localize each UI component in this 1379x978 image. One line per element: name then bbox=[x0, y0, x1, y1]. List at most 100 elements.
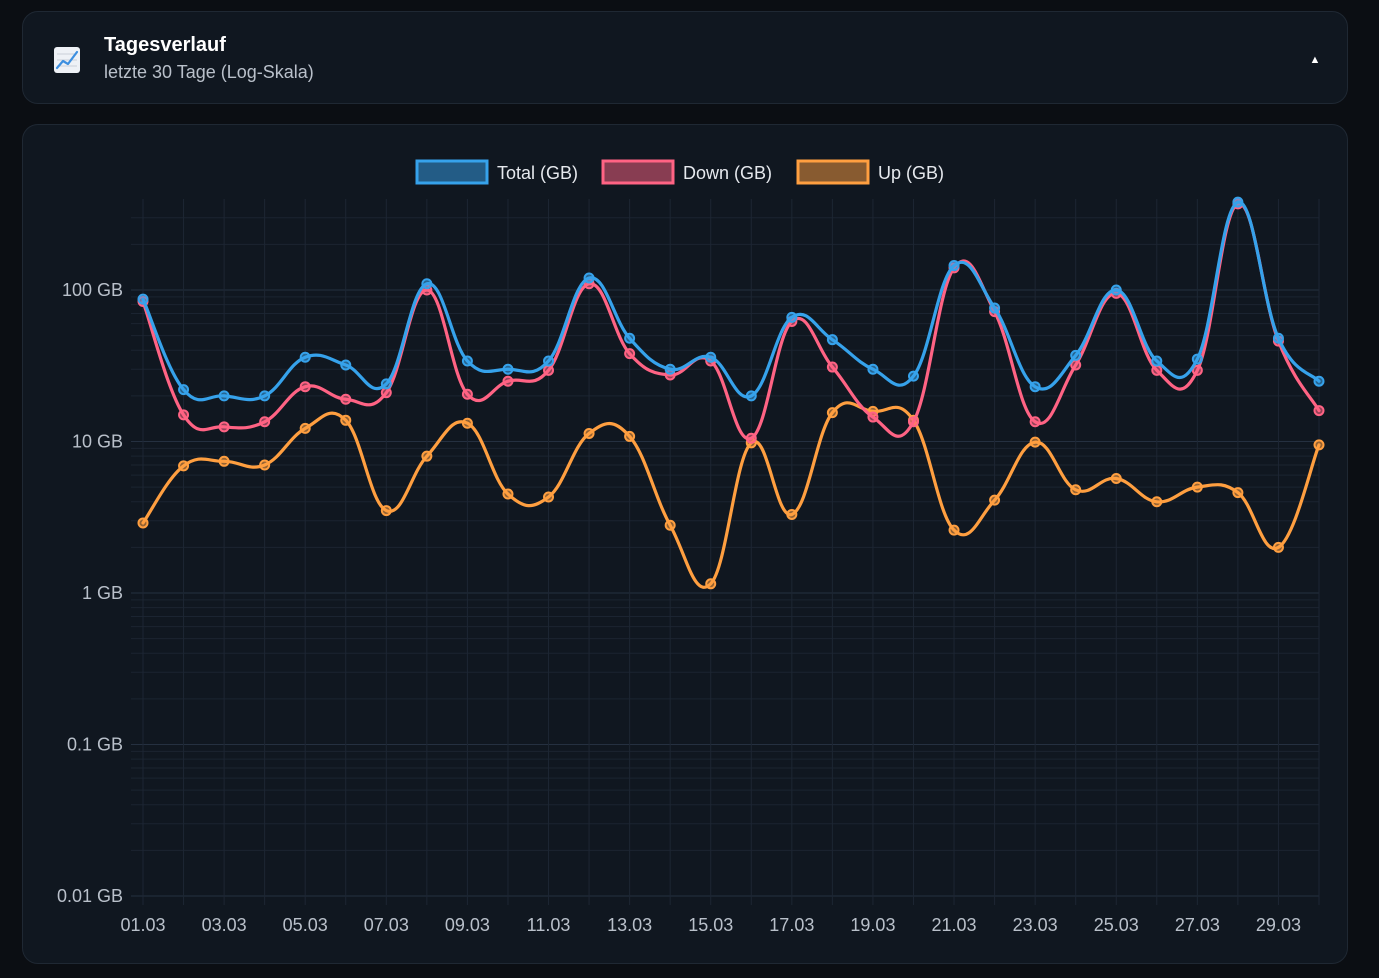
data-point-up[interactable] bbox=[1110, 472, 1122, 484]
data-point-up[interactable] bbox=[1313, 439, 1325, 451]
data-point-down[interactable] bbox=[624, 348, 636, 360]
x-tick-label: 15.03 bbox=[688, 915, 733, 935]
data-point-total[interactable] bbox=[583, 272, 595, 284]
data-point-down[interactable] bbox=[1151, 364, 1163, 376]
data-point-total[interactable] bbox=[786, 311, 798, 323]
data-point-down[interactable] bbox=[461, 388, 473, 400]
legend-swatch-total[interactable] bbox=[415, 159, 489, 185]
data-point-up[interactable] bbox=[502, 488, 514, 500]
data-point-total[interactable] bbox=[421, 278, 433, 290]
legend-swatch-up[interactable] bbox=[796, 159, 870, 185]
data-point-total[interactable] bbox=[380, 378, 392, 390]
data-point-down[interactable] bbox=[259, 416, 271, 428]
data-point-down[interactable] bbox=[1029, 416, 1041, 428]
x-tick-label: 05.03 bbox=[283, 915, 328, 935]
series-line-total bbox=[141, 200, 1321, 402]
data-point-down[interactable] bbox=[745, 432, 757, 444]
data-point-total[interactable] bbox=[178, 384, 190, 396]
data-point-total[interactable] bbox=[543, 355, 555, 367]
data-point-up[interactable] bbox=[178, 460, 190, 472]
data-point-total[interactable] bbox=[1232, 196, 1244, 208]
data-point-total[interactable] bbox=[1272, 332, 1284, 344]
data-point-down[interactable] bbox=[218, 421, 230, 433]
data-point-total[interactable] bbox=[137, 293, 149, 305]
data-point-total[interactable] bbox=[340, 359, 352, 371]
chart-panel: 100 GB 10 GB 1 GB 0.1 GB 0.01 GB 01.03 03.03 05… bbox=[22, 124, 1348, 964]
data-point-total[interactable] bbox=[1070, 349, 1082, 361]
data-point-up[interactable] bbox=[259, 459, 271, 471]
data-point-total[interactable] bbox=[1313, 375, 1325, 387]
data-point-up[interactable] bbox=[137, 517, 149, 529]
data-point-total[interactable] bbox=[948, 260, 960, 272]
data-point-up[interactable] bbox=[583, 427, 595, 439]
data-point-up[interactable] bbox=[664, 519, 676, 531]
legend-label-up[interactable]: Up (GB) bbox=[878, 163, 944, 183]
data-point-total[interactable] bbox=[826, 334, 838, 346]
y-tick-label: 100 GB bbox=[62, 280, 123, 300]
data-point-up[interactable] bbox=[989, 494, 1001, 506]
data-point-up[interactable] bbox=[1232, 487, 1244, 499]
data-point-down[interactable] bbox=[502, 375, 514, 387]
data-point-up[interactable] bbox=[705, 578, 717, 590]
data-point-up[interactable] bbox=[380, 505, 392, 517]
data-point-total[interactable] bbox=[624, 332, 636, 344]
legend-label-down[interactable]: Down (GB) bbox=[683, 163, 772, 183]
data-point-up[interactable] bbox=[1272, 541, 1284, 553]
x-tick-label: 09.03 bbox=[445, 915, 490, 935]
data-point-up[interactable] bbox=[461, 417, 473, 429]
data-point-down[interactable] bbox=[907, 416, 919, 428]
data-point-total[interactable] bbox=[867, 363, 879, 375]
data-point-total[interactable] bbox=[745, 390, 757, 402]
data-point-total[interactable] bbox=[461, 355, 473, 367]
x-tick-label: 03.03 bbox=[202, 915, 247, 935]
data-point-total[interactable] bbox=[218, 390, 230, 402]
data-point-total[interactable] bbox=[1110, 284, 1122, 296]
data-point-total[interactable] bbox=[502, 363, 514, 375]
data-point-up[interactable] bbox=[218, 455, 230, 467]
x-tick-label: 23.03 bbox=[1013, 915, 1058, 935]
data-point-total[interactable] bbox=[259, 390, 271, 402]
data-point-down[interactable] bbox=[1191, 364, 1203, 376]
chart-line-icon bbox=[54, 47, 80, 73]
page-title: Tagesverlauf bbox=[104, 34, 226, 56]
y-tick-label: 10 GB bbox=[72, 432, 123, 452]
data-point-down[interactable] bbox=[299, 381, 311, 393]
data-point-down[interactable] bbox=[543, 364, 555, 376]
data-point-total[interactable] bbox=[1029, 381, 1041, 393]
data-point-total[interactable] bbox=[705, 351, 717, 363]
legend-label-total[interactable]: Total (GB) bbox=[497, 163, 578, 183]
data-point-down[interactable] bbox=[178, 409, 190, 421]
x-tick-label: 07.03 bbox=[364, 915, 409, 935]
data-point-up[interactable] bbox=[1029, 436, 1041, 448]
y-tick-label: 0.1 GB bbox=[67, 735, 123, 755]
data-point-total[interactable] bbox=[1151, 355, 1163, 367]
data-point-down[interactable] bbox=[867, 411, 879, 423]
data-point-up[interactable] bbox=[1151, 496, 1163, 508]
legend-swatch-down[interactable] bbox=[601, 159, 675, 185]
x-tick-label: 13.03 bbox=[607, 915, 652, 935]
data-point-down[interactable] bbox=[340, 393, 352, 405]
data-point-down[interactable] bbox=[826, 361, 838, 373]
data-point-up[interactable] bbox=[948, 524, 960, 536]
data-point-up[interactable] bbox=[1070, 484, 1082, 496]
data-point-up[interactable] bbox=[340, 414, 352, 426]
data-point-up[interactable] bbox=[1191, 481, 1203, 493]
data-point-up[interactable] bbox=[826, 407, 838, 419]
x-tick-label: 27.03 bbox=[1175, 915, 1220, 935]
data-point-total[interactable] bbox=[907, 370, 919, 382]
data-point-down[interactable] bbox=[380, 387, 392, 399]
data-point-up[interactable] bbox=[786, 508, 798, 520]
data-point-up[interactable] bbox=[421, 450, 433, 462]
data-point-up[interactable] bbox=[624, 430, 636, 442]
data-point-down[interactable] bbox=[1313, 405, 1325, 417]
data-point-total[interactable] bbox=[989, 302, 1001, 314]
caret-up-icon[interactable]: ▲ bbox=[1309, 54, 1321, 66]
data-point-up[interactable] bbox=[543, 491, 555, 503]
data-point-total[interactable] bbox=[1191, 353, 1203, 365]
chart-header-panel[interactable]: Tagesverlauf letzte 30 Tage (Log-Skala) … bbox=[22, 11, 1348, 104]
data-point-up[interactable] bbox=[299, 422, 311, 434]
x-tick-label: 11.03 bbox=[527, 915, 571, 935]
line-chart: 100 GB 10 GB 1 GB 0.1 GB 0.01 GB 01.03 03.03 05… bbox=[57, 159, 1325, 935]
data-point-total[interactable] bbox=[664, 363, 676, 375]
data-point-total[interactable] bbox=[299, 351, 311, 363]
